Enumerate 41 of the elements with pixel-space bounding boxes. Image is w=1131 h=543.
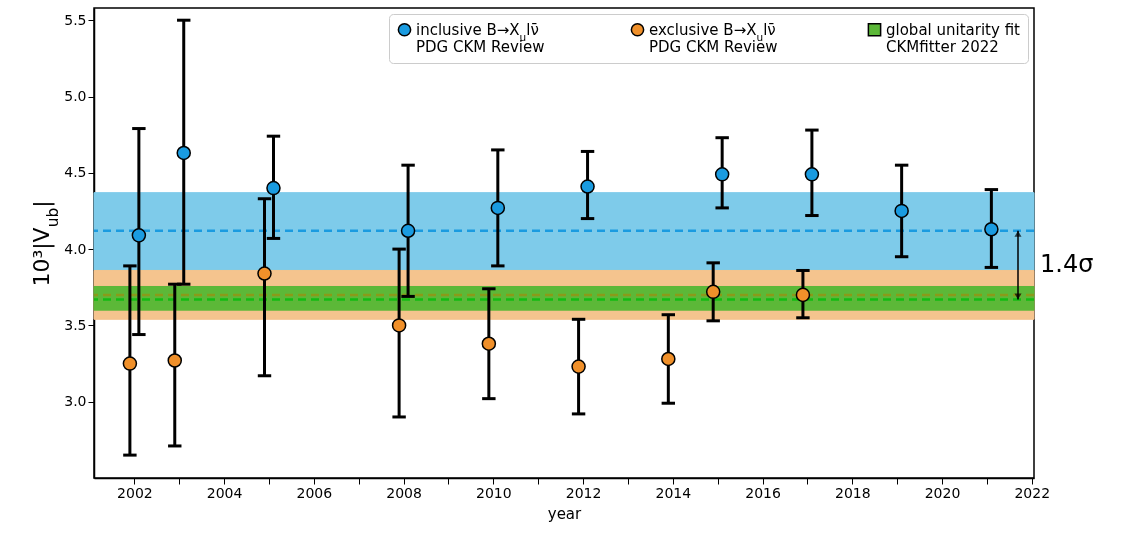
point xyxy=(391,318,407,333)
point xyxy=(167,353,183,368)
point xyxy=(481,336,497,351)
x-tick-label: 2020 xyxy=(924,484,961,501)
y-tick-label: 4.0 xyxy=(64,240,87,257)
x-tick-label: 2010 xyxy=(476,484,512,501)
x-tick-label: 2012 xyxy=(565,484,602,501)
legend-label: inclusive B→X$_{u}$lν̄ PDG CKM Review xyxy=(416,20,545,56)
point xyxy=(705,284,721,300)
y-tick-label: 3.0 xyxy=(64,393,87,410)
legend-label: global unitarity fit CKMfitter 2022 xyxy=(886,20,1021,56)
x-axis-title: year xyxy=(547,504,583,523)
x-tick-label: 2002 xyxy=(117,484,153,501)
point xyxy=(266,180,281,196)
point xyxy=(795,287,811,303)
point xyxy=(804,167,820,182)
point xyxy=(984,222,999,237)
text: 1.4σ xyxy=(1040,250,1094,279)
y-tick-label: 4.5 xyxy=(64,164,87,181)
x-tick-label: 2022 xyxy=(1014,484,1051,501)
x-tick-label: 2004 xyxy=(206,484,243,501)
y-tick-label: 3.5 xyxy=(64,316,87,333)
point xyxy=(490,200,506,216)
x-tick-label: 2016 xyxy=(745,484,781,501)
point xyxy=(122,356,138,371)
point xyxy=(176,145,192,161)
point xyxy=(661,351,676,367)
y-tick-label: 5.0 xyxy=(64,88,87,105)
x-tick-label: 2014 xyxy=(655,484,692,501)
x-tick-label: 2008 xyxy=(386,484,422,501)
point xyxy=(571,359,586,374)
point xyxy=(894,203,909,219)
point xyxy=(580,179,595,194)
point xyxy=(714,167,730,182)
x-tick-label: 2018 xyxy=(834,484,871,501)
point xyxy=(131,228,147,243)
legend-label: exclusive B→X$_{u}$lν̄ PDG CKM Review xyxy=(649,20,778,56)
x-tick-label: 2006 xyxy=(296,484,333,501)
point xyxy=(400,223,416,239)
point xyxy=(257,266,272,281)
y-tick-label: 5.5 xyxy=(64,11,87,28)
